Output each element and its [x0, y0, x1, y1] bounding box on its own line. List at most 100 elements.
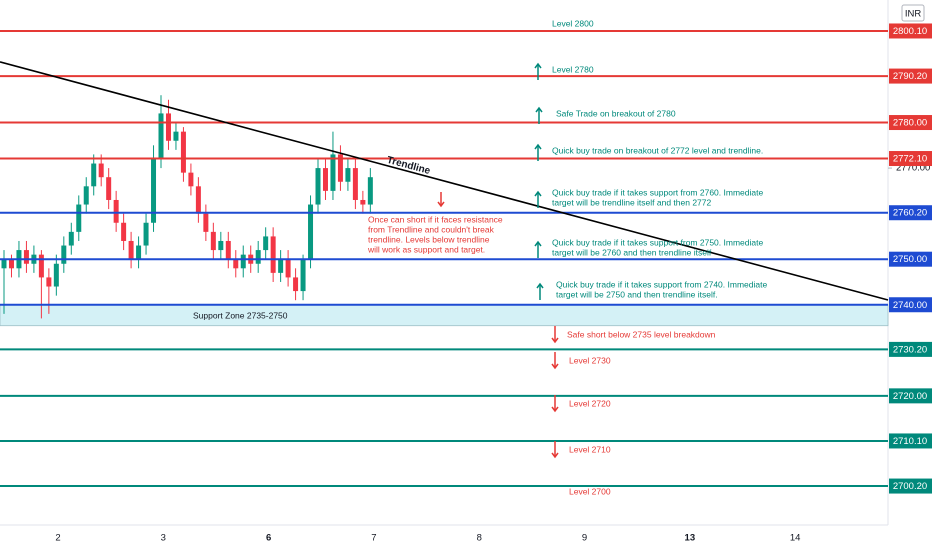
candle-body — [106, 177, 112, 200]
price-label-box — [889, 68, 932, 84]
arrow-head — [551, 337, 559, 344]
candle-body — [188, 172, 194, 187]
x-tick-label: 8 — [477, 533, 482, 544]
candle-body — [151, 158, 157, 223]
price-label-box — [889, 341, 932, 357]
annotation-text: Level 2730 — [569, 355, 611, 365]
annotation-text: Once can short if it faces resistance — [368, 214, 503, 224]
annotation-text: trendline. Levels below trendline — [368, 234, 490, 244]
arrow-head — [551, 406, 559, 413]
annotation-text: Quick buy trade if it takes support from… — [552, 187, 763, 197]
price-label: 2772.10 — [893, 154, 927, 165]
annotation-text: Quick buy trade on breakout of 2772 leve… — [552, 145, 763, 155]
candle-body — [46, 277, 52, 287]
price-label-box — [889, 433, 932, 449]
price-label: 2780.00 — [893, 118, 927, 129]
candle-body — [23, 250, 29, 264]
candle-body — [8, 259, 14, 269]
price-label: 2720.00 — [893, 391, 927, 402]
candle-body — [270, 236, 276, 273]
price-label: 2760.20 — [893, 208, 927, 219]
candle-body — [128, 240, 134, 260]
x-tick-label: 3 — [161, 533, 166, 544]
annotation-text: will work as support and target. — [367, 244, 485, 254]
annotation-text: target will be 2750 and then trendline i… — [556, 289, 718, 299]
candle-body — [143, 222, 149, 246]
candle-body — [1, 259, 7, 269]
support-zone — [0, 304, 889, 327]
candle-body — [210, 231, 216, 251]
price-label-box — [889, 205, 932, 221]
candle-body — [367, 177, 373, 205]
candle-body — [308, 204, 314, 260]
arrow-head — [437, 201, 445, 208]
currency-box — [901, 4, 925, 22]
candle-body — [136, 245, 142, 260]
candle-body — [68, 231, 74, 246]
price-label-box — [889, 23, 932, 39]
annotation-text: Safe Trade on breakout of 2780 — [556, 108, 676, 118]
candle-body — [218, 240, 224, 251]
price-label-box — [889, 151, 932, 167]
candle-body — [158, 113, 164, 159]
price-label-box — [889, 297, 932, 313]
candle-body — [113, 199, 119, 223]
candle-body — [255, 250, 261, 264]
price-label: 2750.00 — [893, 254, 927, 265]
candle-body — [322, 168, 328, 191]
annotation-text: Quick buy trade if it takes support from… — [556, 279, 767, 289]
price-label: 2710.10 — [893, 436, 927, 447]
x-tick-label: 6 — [266, 533, 271, 544]
x-tick-label: 13 — [685, 533, 696, 544]
price-label: 2800.10 — [893, 26, 927, 37]
candle-body — [76, 204, 82, 232]
candle-body — [61, 245, 67, 264]
candle-body — [91, 163, 97, 187]
candle-body — [315, 168, 321, 205]
price-label-box — [889, 115, 932, 131]
y-tick-label: 2770.00 — [896, 163, 930, 174]
annotation-text: Quick buy trade if it takes support from… — [552, 237, 763, 247]
candle-body — [195, 186, 201, 214]
candle-body — [225, 240, 231, 260]
candle-body — [203, 213, 209, 232]
price-label: 2740.00 — [893, 300, 927, 311]
x-tick-label: 7 — [371, 533, 376, 544]
candle-body — [121, 222, 127, 241]
candle-body — [165, 113, 171, 141]
trendline — [0, 61, 889, 301]
x-tick-label: 14 — [790, 533, 801, 544]
price-label-box — [889, 388, 932, 404]
candle-body — [173, 131, 179, 141]
annotation-text: Level 2700 — [569, 486, 611, 496]
zone-label: Support Zone 2735-2750 — [193, 310, 288, 320]
arrow-head — [534, 143, 542, 150]
annotation-text: Level 2720 — [569, 398, 611, 408]
candle-body — [352, 168, 358, 200]
candle-body — [360, 199, 366, 205]
candle-body — [278, 259, 284, 273]
candle-body — [240, 254, 246, 269]
arrow-head — [551, 363, 559, 370]
arrow-head — [534, 190, 542, 197]
annotation-text: target will be trendline itself and then… — [552, 197, 712, 207]
annotation-text: Safe short below 2735 level breakdown — [567, 329, 716, 339]
candle-body — [233, 259, 239, 269]
candle-body — [38, 254, 44, 278]
x-tick-label: 9 — [582, 533, 587, 544]
annotation-text: Level 2780 — [552, 64, 594, 74]
candle-body — [53, 263, 59, 287]
candle-body — [98, 163, 104, 178]
currency: INR — [905, 9, 922, 20]
price-label: 2730.20 — [893, 344, 927, 355]
candle-body — [293, 277, 299, 292]
candle-body — [330, 154, 336, 191]
price-label: 2790.20 — [893, 71, 927, 82]
candle-body — [300, 259, 306, 292]
annotation-text: Level 2800 — [552, 18, 594, 28]
annotation-text: target will be 2760 and then trendline i… — [552, 247, 712, 257]
x-tick-label: 2 — [55, 533, 60, 544]
candle-body — [263, 236, 269, 251]
